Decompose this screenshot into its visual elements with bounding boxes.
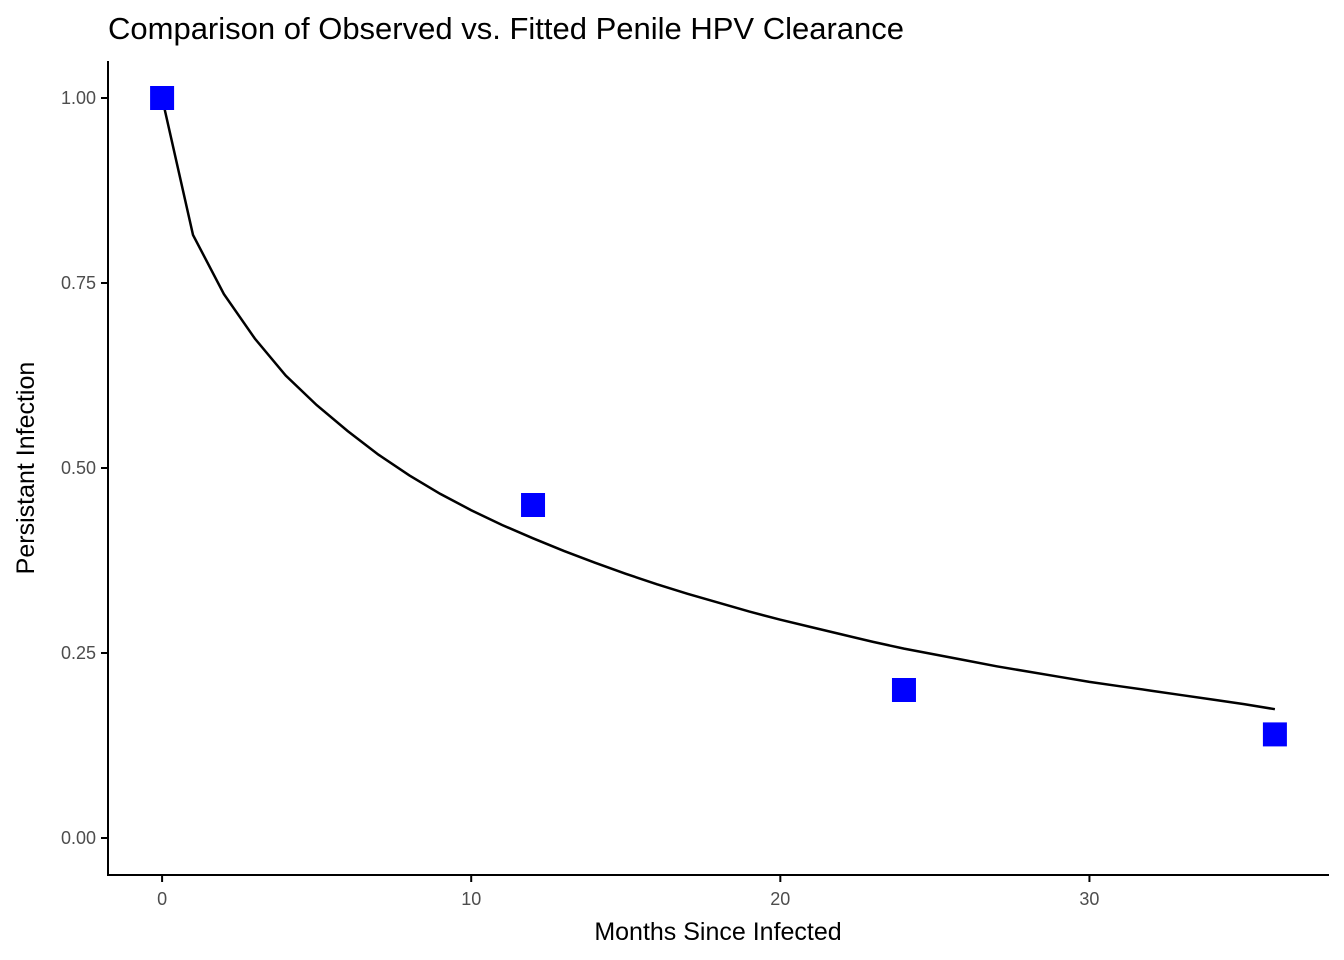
observed-point xyxy=(891,678,916,702)
x-tick-label: 20 xyxy=(770,889,790,909)
y-tick-label: 0.50 xyxy=(61,458,96,478)
y-tick-label: 1.00 xyxy=(61,88,96,108)
y-tick-label: 0.75 xyxy=(61,273,96,293)
x-axis-label: Months Since Infected xyxy=(594,918,841,946)
x-tick-label: 30 xyxy=(1079,889,1099,909)
x-ticks: 0 10 20 30 xyxy=(157,875,1099,909)
series-layer xyxy=(150,86,1287,747)
chart-title: Comparison of Observed vs. Fitted Penile… xyxy=(108,11,904,46)
plot-area: 0.00 0.25 0.50 0.75 1.00 0 10 20 30 xyxy=(61,61,1329,909)
fitted-curve xyxy=(160,97,1276,711)
y-tick-label: 0.00 xyxy=(61,828,96,848)
y-ticks: 0.00 0.25 0.50 0.75 1.00 xyxy=(61,88,108,848)
observed-point xyxy=(521,493,546,517)
x-tick-label: 10 xyxy=(461,889,481,909)
x-tick-label: 0 xyxy=(157,889,167,909)
observed-point xyxy=(1262,722,1287,747)
observed-point xyxy=(150,86,175,110)
y-tick-label: 0.25 xyxy=(61,643,96,663)
y-axis-label: Persistant Infection xyxy=(12,362,40,575)
